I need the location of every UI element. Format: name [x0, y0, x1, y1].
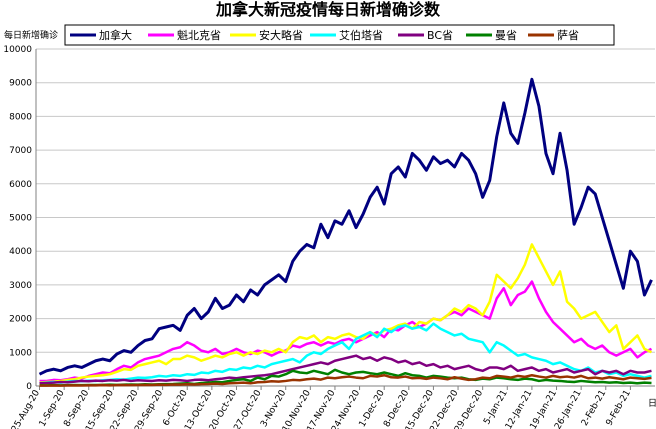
- chart-title: 加拿大新冠疫情每日新增确诊数: [215, 0, 441, 19]
- series-line: [39, 280, 653, 383]
- y-tick-label: 4000: [9, 247, 32, 257]
- series-line: [39, 373, 652, 387]
- legend: 加拿大 魁北克省 安大略省 艾伯塔省 BC省 曼省 萨省: [70, 28, 579, 42]
- x-axis-label: 日: [648, 398, 656, 409]
- x-tick-label: 5-Jan-21: [482, 388, 510, 426]
- y-tick-label: 3000: [9, 281, 32, 291]
- y-tick-label: 1000: [9, 348, 32, 358]
- y-tick-label: 10000: [3, 45, 32, 55]
- y-axis-label: 每日新增确诊: [4, 29, 58, 41]
- y-tick-label: 5000: [9, 214, 32, 224]
- legend-label: 艾伯塔省: [339, 28, 383, 42]
- y-tick-label: 9000: [9, 79, 32, 89]
- y-tick-label: 7000: [9, 146, 32, 156]
- legend-label: 曼省: [495, 29, 517, 42]
- series-line: [39, 354, 652, 385]
- legend-label: BC省: [427, 29, 453, 42]
- legend-label: 魁北克省: [177, 28, 221, 42]
- series-line: [39, 322, 652, 385]
- x-tick-label: 9-Feb-21: [605, 389, 633, 428]
- legend-label: 加拿大: [99, 28, 132, 42]
- y-tick-label: 6000: [9, 180, 32, 190]
- legend-label: 安大略省: [259, 28, 303, 42]
- y-tick-label: 8000: [9, 112, 32, 122]
- y-tick-label: 2000: [9, 315, 32, 325]
- series-line: [38, 77, 653, 376]
- y-tick-label: 0: [26, 382, 32, 392]
- series-line: [39, 243, 653, 384]
- legend-label: 萨省: [557, 29, 579, 42]
- legend-box: [64, 24, 615, 46]
